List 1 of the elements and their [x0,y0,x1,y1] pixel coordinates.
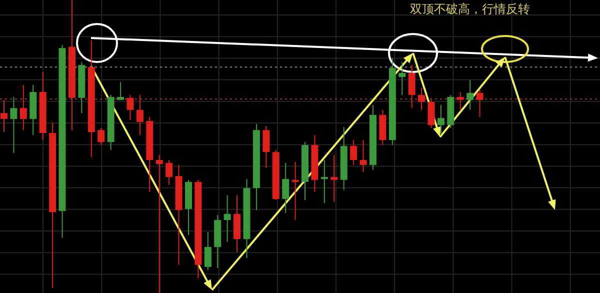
annotation: 双顶不破高，行情反转 [410,2,530,16]
